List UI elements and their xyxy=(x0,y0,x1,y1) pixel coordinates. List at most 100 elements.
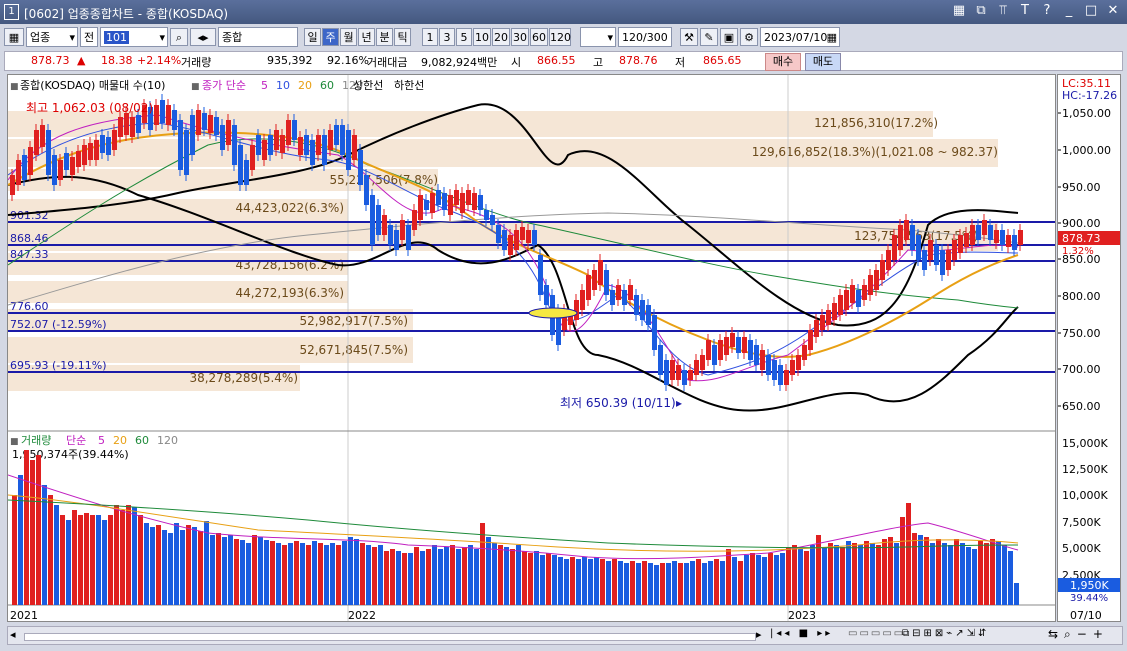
volume-profile-bar xyxy=(8,337,413,363)
volume-label: 거래량 xyxy=(181,56,212,69)
change: 18.38 xyxy=(101,54,133,67)
pin-icon[interactable]: ⫪ xyxy=(999,3,1007,18)
period-120[interactable]: 120 xyxy=(549,28,571,46)
period-3[interactable]: 3 xyxy=(439,28,455,46)
candle-body xyxy=(286,120,291,145)
chart-svg[interactable]: 121,856,310(17.2%) 129,616,852(18.3%)(1,0… xyxy=(7,75,1055,622)
volume-bar xyxy=(450,545,455,605)
volume-bar xyxy=(354,539,359,605)
search-icon[interactable]: ⌕ xyxy=(170,28,188,46)
code-input[interactable]: 101 ▾ xyxy=(100,27,168,47)
volume-bar xyxy=(1002,545,1007,605)
volume-bar xyxy=(768,553,773,605)
help-icon[interactable]: ? xyxy=(1043,3,1051,18)
toolbar: ▦ 업종▾ 전 101▾ ⌕ ◂▸ 종합(KOSDAQ) ▾ 120/300 ⚒… xyxy=(4,27,1123,64)
chart-area[interactable]: 121,856,310(17.2%) 129,616,852(18.3%)(1,0… xyxy=(7,74,1056,622)
vol-ma20-line xyxy=(7,494,1019,552)
timeframe-2[interactable]: 월 xyxy=(340,28,357,46)
candle-body xyxy=(982,220,987,235)
level-label: 901.32 xyxy=(10,209,49,222)
zoom-slider[interactable]: ▭▭▭▭▭ xyxy=(848,628,906,639)
candle-body xyxy=(724,337,729,355)
volume-bar xyxy=(618,561,623,605)
candle-body xyxy=(142,105,147,123)
zoom-controls[interactable]: ⇆⌕−+ xyxy=(1048,627,1109,641)
volume-bar xyxy=(612,559,617,605)
view-icons[interactable]: ⧉⊟⊞⊠⌁↗⇲⇵ xyxy=(902,628,990,639)
candle-body xyxy=(478,195,483,210)
candle-body xyxy=(322,135,327,165)
volume-bar xyxy=(150,527,155,605)
volume-bar xyxy=(978,541,983,605)
candle-body xyxy=(766,355,771,375)
candle-body xyxy=(934,245,939,265)
candle-body xyxy=(484,210,489,220)
period-1[interactable]: 1 xyxy=(422,28,438,46)
sell-button[interactable]: 매도 xyxy=(805,53,841,71)
window-number: 1 xyxy=(4,4,19,20)
year-label: 2022 xyxy=(348,609,376,621)
candle-body xyxy=(718,340,723,360)
period-dropdown[interactable]: ▾ xyxy=(580,27,616,47)
amount-value: 9,082,924백만 xyxy=(421,56,498,69)
volume-bar xyxy=(990,539,995,605)
timeframe-0[interactable]: 일 xyxy=(304,28,321,46)
candle-body xyxy=(676,365,681,380)
volume-bar xyxy=(996,541,1001,605)
market-select[interactable]: 업종 ▾ xyxy=(26,27,78,47)
candle-body xyxy=(232,125,237,165)
volume-bar xyxy=(900,517,905,605)
gear-icon[interactable]: ⚙ xyxy=(740,28,758,46)
timeframe-1[interactable]: 주 xyxy=(322,28,339,46)
grid-icon[interactable]: ▦ xyxy=(4,28,24,46)
legend-lower: 하한선 xyxy=(394,78,424,92)
tools-icon[interactable]: ⚒ xyxy=(680,28,698,46)
timeframe-5[interactable]: 틱 xyxy=(394,28,411,46)
period-type[interactable]: 전 xyxy=(80,27,98,47)
candle-body xyxy=(976,225,981,240)
period-20[interactable]: 20 xyxy=(492,28,510,46)
candle-body xyxy=(244,160,249,185)
date-field[interactable]: 2023/07/10 ▦ xyxy=(760,27,840,47)
period-30[interactable]: 30 xyxy=(511,28,529,46)
candle-body xyxy=(670,360,675,380)
scrollbar-track[interactable] xyxy=(24,633,756,641)
period-10[interactable]: 10 xyxy=(473,28,491,46)
candle-body xyxy=(400,220,405,240)
volume-bar xyxy=(600,559,605,605)
volume-bar xyxy=(468,545,473,605)
playback-controls[interactable]: |◂◂ ■ ▸▸ xyxy=(770,628,834,639)
close-icon[interactable]: ✕ xyxy=(1107,3,1119,18)
volume-bar xyxy=(960,543,965,605)
scroll-right-icon[interactable]: ▸ xyxy=(756,628,762,641)
speaker-icon[interactable]: ◂▸ xyxy=(190,28,216,46)
volume-bar xyxy=(684,563,689,605)
candle-body xyxy=(970,225,975,245)
current-volume-box xyxy=(1058,578,1120,592)
volume-tick: 7,500K xyxy=(1062,516,1101,529)
font-icon[interactable]: T xyxy=(1021,3,1029,18)
candle-body xyxy=(184,130,189,175)
volume-bar xyxy=(720,561,725,605)
restore-icon[interactable]: ⧉ xyxy=(976,3,986,18)
candle-body xyxy=(196,110,201,135)
timeframe-3[interactable]: 년 xyxy=(358,28,375,46)
candle-body xyxy=(898,225,903,250)
price-tick: 1,000.00 xyxy=(1062,144,1111,157)
volume-profile-label: 121,856,310(17.2%) xyxy=(814,116,938,130)
draw-icon[interactable]: ✎ xyxy=(700,28,718,46)
buy-button[interactable]: 매수 xyxy=(765,53,801,71)
period-60[interactable]: 60 xyxy=(530,28,548,46)
period-5[interactable]: 5 xyxy=(456,28,472,46)
maximize-icon[interactable]: □ xyxy=(1084,3,1098,18)
layout-icon[interactable]: ▦ xyxy=(952,3,966,18)
scroll-left-icon[interactable]: ◂ xyxy=(10,628,16,641)
candle-body xyxy=(148,107,153,130)
volume-bar xyxy=(756,555,761,605)
save-icon[interactable]: ▣ xyxy=(720,28,738,46)
timeframe-4[interactable]: 분 xyxy=(376,28,393,46)
count-display[interactable]: 120/300 xyxy=(618,27,672,47)
volume-bar xyxy=(282,545,287,605)
minimize-icon[interactable]: _ xyxy=(1065,3,1073,18)
candle-body xyxy=(538,255,543,295)
